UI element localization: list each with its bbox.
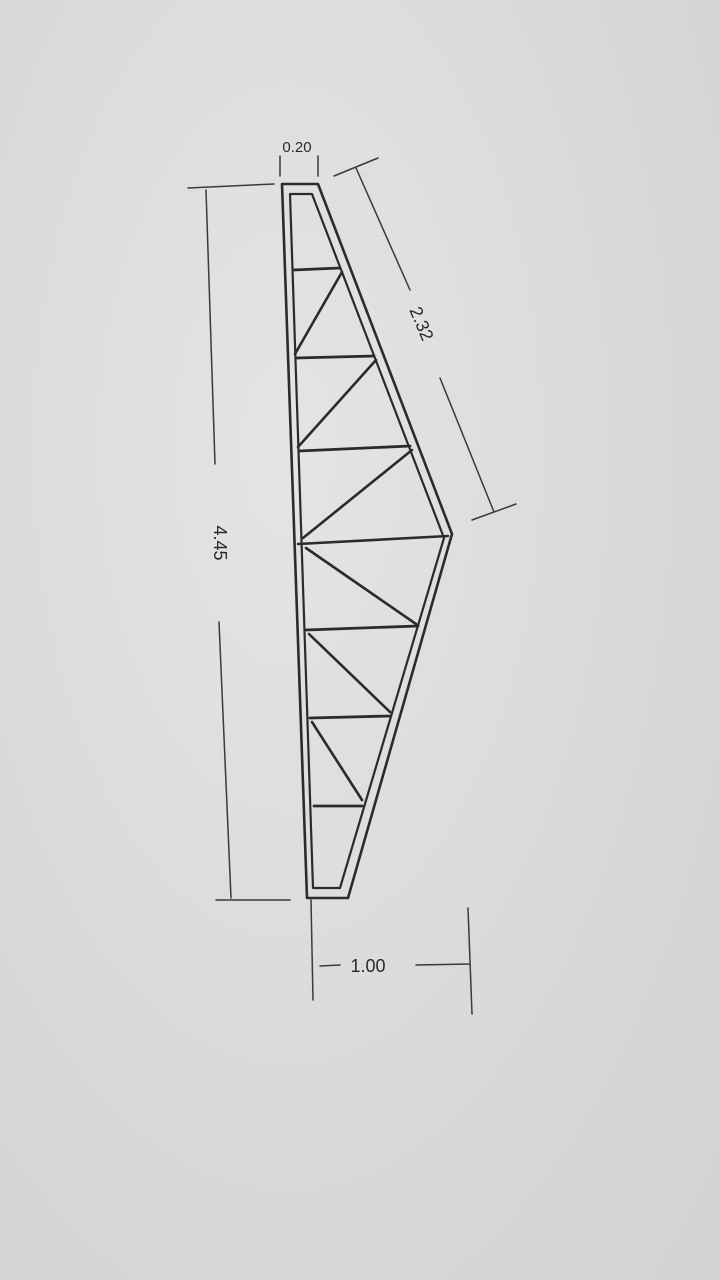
truss-rung (291, 266, 342, 272)
truss-inner-outline (288, 192, 446, 890)
dim-base-line-left (319, 964, 341, 967)
dim-incline-length-label: 2.32 (405, 304, 437, 344)
truss-diagonal (301, 448, 414, 540)
truss-diagonal (293, 270, 344, 356)
truss-rung (308, 714, 392, 720)
dim-top-width-label: 0.20 (282, 139, 311, 156)
truss-rung (304, 624, 420, 632)
truss-rung (294, 354, 376, 360)
dim-total-height-label: 4.45 (210, 525, 230, 560)
dim-incline-line-lower (439, 377, 495, 513)
dim-incline-line-upper (355, 167, 411, 291)
dim-base-tick-left (310, 899, 314, 1001)
truss-diagonal (296, 358, 378, 449)
dim-incline-tick-bottom (471, 503, 517, 521)
truss-rung (297, 444, 412, 453)
dim-incline-tick-top (333, 157, 379, 177)
dim-base-width-label: 1.00 (350, 956, 385, 976)
truss-diagonal (307, 632, 392, 714)
truss-outer-outline (280, 182, 454, 900)
truss-mid-chord (296, 534, 450, 546)
dim-base-line-right (415, 963, 471, 966)
dim-height-line-upper (205, 189, 216, 465)
truss-diagonal (304, 546, 418, 626)
dim-base-tick-right (467, 907, 473, 1015)
truss-diagonal (310, 720, 364, 802)
dim-height-line-lower (218, 621, 232, 899)
dim-height-tick-top (187, 183, 275, 189)
